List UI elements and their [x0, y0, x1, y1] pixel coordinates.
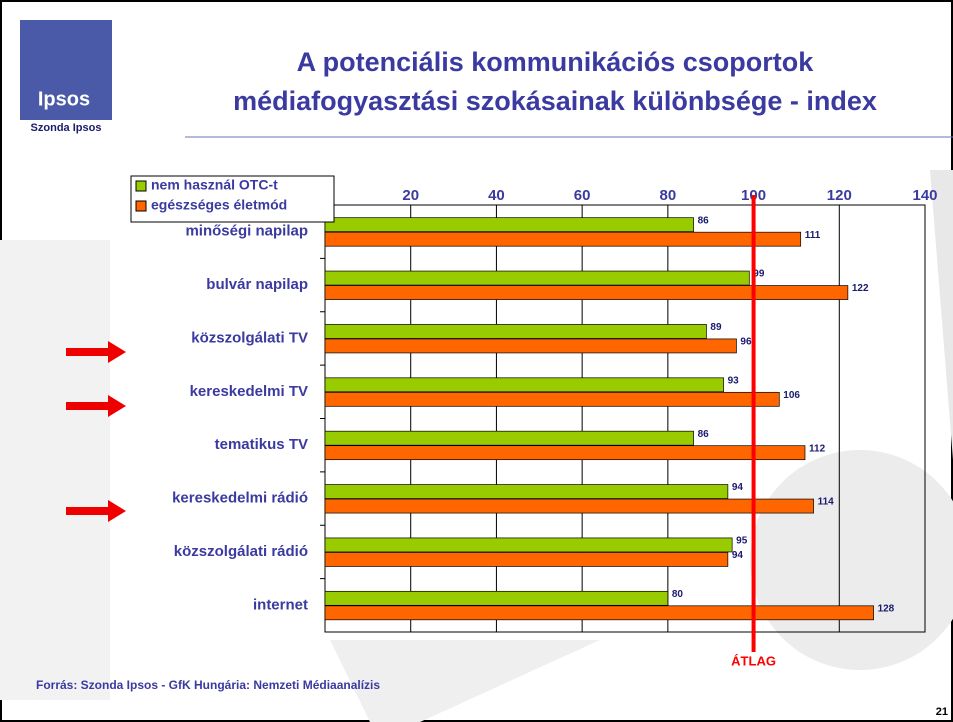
value-label: 86	[698, 429, 710, 440]
page-number: 21	[936, 706, 948, 718]
bar	[325, 271, 749, 285]
value-label: 95	[736, 536, 748, 547]
bar	[325, 606, 874, 620]
logo-text: Ipsos	[38, 88, 90, 110]
value-label: 94	[732, 482, 744, 493]
value-label: 114	[818, 497, 835, 508]
reference-label: ÁTLAG	[731, 653, 776, 668]
slide: Ipsos Szonda Ipsos A potenciális kommuni…	[0, 0, 953, 722]
legend-label: egészséges életmód	[151, 197, 287, 213]
bar	[325, 232, 801, 246]
x-tick-label: 60	[574, 187, 591, 204]
bar	[325, 499, 814, 513]
y-tick-label: tematikus TV	[215, 436, 308, 453]
value-label: 86	[698, 215, 710, 226]
bar	[325, 431, 694, 445]
value-label: 128	[878, 603, 895, 614]
value-label: 80	[672, 589, 684, 600]
bar	[325, 538, 732, 552]
bar	[325, 286, 848, 300]
x-tick-label: 40	[488, 187, 505, 204]
bar	[325, 324, 706, 338]
bar	[325, 392, 779, 406]
bar	[325, 218, 694, 232]
bar	[325, 378, 724, 392]
y-tick-label: közszolgálati rádió	[174, 543, 308, 560]
x-tick-label: 80	[660, 187, 677, 204]
x-tick-label: 20	[402, 187, 419, 204]
y-tick-label: minőségi napilap	[185, 223, 308, 240]
decor-photos	[0, 240, 110, 700]
value-label: 111	[805, 230, 821, 241]
value-label: 89	[710, 322, 722, 333]
y-tick-label: közszolgálati TV	[191, 329, 308, 346]
value-label: 122	[852, 283, 869, 294]
x-tick-label: 120	[827, 187, 852, 204]
source-note: Forrás: Szonda Ipsos - GfK Hungária: Nem…	[36, 678, 380, 692]
legend-swatch	[136, 201, 146, 211]
value-label: 106	[783, 390, 800, 401]
bar	[325, 339, 736, 353]
value-label: 94	[732, 550, 744, 561]
y-tick-label: bulvár napilap	[206, 276, 308, 293]
bar	[325, 591, 668, 605]
title-line: A potenciális kommunikációs csoportok	[297, 47, 815, 77]
x-tick-label: 140	[912, 187, 937, 204]
legend-swatch	[136, 181, 146, 191]
y-tick-label: kereskedelmi TV	[190, 383, 308, 400]
y-tick-label: kereskedelmi rádió	[172, 490, 308, 507]
legend-label: nem használ OTC-t	[151, 177, 278, 193]
y-tick-label: internet	[253, 596, 308, 613]
bar	[325, 446, 805, 460]
logo-caption: Szonda Ipsos	[31, 122, 102, 134]
value-label: 96	[740, 337, 752, 348]
title-line: médiafogyasztási szokásainak különbsége …	[233, 86, 877, 116]
bar	[325, 485, 728, 499]
value-label: 112	[809, 443, 826, 454]
bar	[325, 552, 728, 566]
value-label: 93	[728, 375, 740, 386]
